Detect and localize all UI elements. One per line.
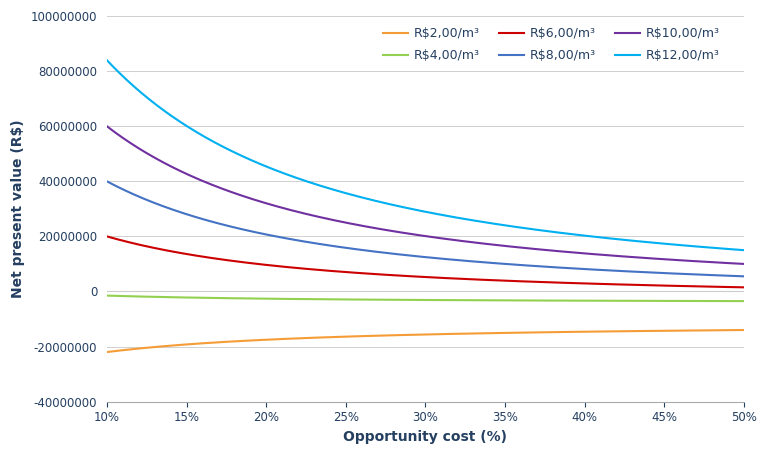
R$10,00/m³ bbox=[624, 254, 634, 259]
R$6,00/m³ bbox=[405, 273, 414, 279]
R$8,00/m³ bbox=[724, 273, 733, 278]
R$2,00/m³ bbox=[724, 328, 733, 333]
R$10,00/m³ bbox=[482, 241, 491, 247]
R$12,00/m³ bbox=[447, 214, 456, 219]
R$8,00/m³ bbox=[102, 179, 111, 184]
R$12,00/m³ bbox=[409, 207, 418, 212]
Y-axis label: Net present value (R$): Net present value (R$) bbox=[11, 120, 25, 298]
R$8,00/m³ bbox=[482, 260, 491, 265]
Line: R$10,00/m³: R$10,00/m³ bbox=[107, 126, 744, 264]
R$8,00/m³ bbox=[740, 273, 749, 279]
R$2,00/m³ bbox=[482, 330, 491, 336]
R$6,00/m³ bbox=[740, 285, 749, 290]
Line: R$2,00/m³: R$2,00/m³ bbox=[107, 330, 744, 352]
R$6,00/m³ bbox=[624, 282, 634, 288]
R$10,00/m³ bbox=[724, 260, 733, 266]
R$6,00/m³ bbox=[724, 284, 733, 290]
R$10,00/m³ bbox=[409, 232, 418, 237]
Line: R$8,00/m³: R$8,00/m³ bbox=[107, 182, 744, 276]
R$4,00/m³ bbox=[624, 298, 634, 303]
R$12,00/m³ bbox=[740, 248, 749, 253]
R$4,00/m³ bbox=[447, 298, 456, 303]
R$12,00/m³ bbox=[724, 246, 733, 252]
R$4,00/m³ bbox=[409, 297, 418, 303]
R$6,00/m³ bbox=[409, 273, 418, 279]
R$6,00/m³ bbox=[447, 276, 456, 281]
Line: R$4,00/m³: R$4,00/m³ bbox=[107, 296, 744, 301]
R$10,00/m³ bbox=[102, 123, 111, 129]
R$2,00/m³ bbox=[624, 329, 634, 334]
Line: R$6,00/m³: R$6,00/m³ bbox=[107, 237, 744, 288]
R$8,00/m³ bbox=[447, 257, 456, 263]
R$8,00/m³ bbox=[405, 253, 414, 258]
R$10,00/m³ bbox=[740, 261, 749, 267]
R$6,00/m³ bbox=[102, 234, 111, 239]
Line: R$12,00/m³: R$12,00/m³ bbox=[107, 60, 744, 250]
R$2,00/m³ bbox=[740, 327, 749, 333]
R$8,00/m³ bbox=[624, 269, 634, 274]
R$6,00/m³ bbox=[482, 277, 491, 283]
R$10,00/m³ bbox=[447, 237, 456, 243]
R$2,00/m³ bbox=[405, 332, 414, 338]
R$2,00/m³ bbox=[102, 349, 111, 355]
R$2,00/m³ bbox=[409, 332, 418, 338]
R$4,00/m³ bbox=[405, 297, 414, 303]
R$8,00/m³ bbox=[409, 253, 418, 258]
R$12,00/m³ bbox=[482, 220, 491, 225]
R$10,00/m³ bbox=[405, 231, 414, 237]
Legend: R$2,00/m³, R$4,00/m³, R$6,00/m³, R$8,00/m³, R$10,00/m³, R$12,00/m³: R$2,00/m³, R$4,00/m³, R$6,00/m³, R$8,00/… bbox=[378, 22, 725, 67]
R$12,00/m³ bbox=[624, 238, 634, 243]
X-axis label: Opportunity cost (%): Opportunity cost (%) bbox=[343, 430, 508, 444]
R$4,00/m³ bbox=[102, 293, 111, 298]
R$4,00/m³ bbox=[724, 298, 733, 304]
R$4,00/m³ bbox=[482, 298, 491, 303]
R$4,00/m³ bbox=[740, 298, 749, 304]
R$2,00/m³ bbox=[447, 331, 456, 337]
R$12,00/m³ bbox=[102, 57, 111, 63]
R$12,00/m³ bbox=[405, 206, 414, 211]
